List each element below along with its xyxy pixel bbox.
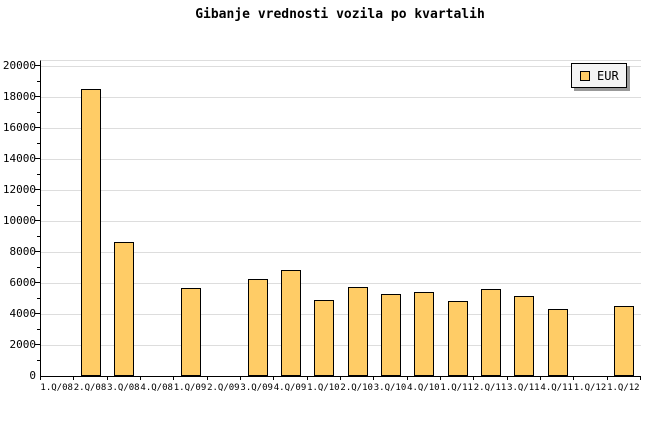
y-tick <box>37 328 40 330</box>
x-tick <box>206 376 208 380</box>
x-tick <box>540 376 541 380</box>
x-tick-label: 1.Q/11 <box>440 383 473 393</box>
y-tick <box>35 158 40 159</box>
y-tick <box>35 96 40 97</box>
gridline <box>41 159 641 160</box>
y-tick <box>37 142 40 144</box>
bar <box>547 309 568 376</box>
y-tick-label: 4000 <box>9 307 37 320</box>
x-tick <box>406 376 408 380</box>
y-tick <box>35 65 40 66</box>
y-tick <box>35 344 40 345</box>
x-tick-label: 4.Q/10 <box>407 383 440 393</box>
x-tick-label: 3.Q/11 <box>507 383 540 393</box>
legend-swatch-icon <box>580 70 590 81</box>
chart-title: Gibanje vrednosti vozila po kvartalih <box>195 7 485 22</box>
gridline <box>41 283 641 284</box>
y-tick <box>37 359 40 361</box>
y-tick <box>35 189 40 190</box>
y-tick-label: 6000 <box>9 276 37 289</box>
bar <box>414 291 435 376</box>
bar <box>314 300 335 376</box>
x-tick-label: 1.Q/12 <box>607 383 640 393</box>
y-tick-label: 8000 <box>9 245 37 258</box>
y-tick-label: 18000 <box>2 90 36 103</box>
x-tick-label: 2.Q/08 <box>73 383 107 393</box>
y-tick <box>35 282 40 283</box>
x-tick <box>106 376 108 380</box>
gridline <box>41 66 641 67</box>
bar <box>614 306 635 376</box>
bar <box>114 241 135 376</box>
y-tick-label: 0 <box>29 369 36 382</box>
x-tick <box>506 376 508 380</box>
y-tick <box>35 313 40 314</box>
plot-area <box>40 60 641 377</box>
x-tick-label: 3.Q/09 <box>240 383 273 393</box>
bar <box>181 288 201 376</box>
bar <box>481 289 501 376</box>
x-tick <box>273 376 275 380</box>
legend: EUR <box>571 63 627 88</box>
y-tick-label: 2000 <box>9 338 37 351</box>
x-tick <box>473 376 475 380</box>
y-tick <box>37 266 40 268</box>
x-tick-label: 4.Q/11 <box>540 383 573 393</box>
x-tick <box>306 376 308 380</box>
x-tick <box>340 376 341 380</box>
x-tick-label: 1.Q/10 <box>307 383 340 393</box>
gridline <box>41 314 641 315</box>
gridline <box>41 345 641 346</box>
bar <box>381 293 401 376</box>
x-tick <box>606 376 608 380</box>
x-tick-label: 3.Q/08 <box>107 383 140 393</box>
x-tick <box>40 376 41 380</box>
x-tick-label: 2.Q/11 <box>473 383 507 393</box>
y-tick <box>37 111 40 113</box>
y-tick <box>37 80 40 82</box>
y-tick-label: 14000 <box>2 152 36 165</box>
y-tick <box>37 173 40 175</box>
x-tick <box>373 376 375 380</box>
x-tick <box>73 376 75 380</box>
x-tick-label: 2.Q/10 <box>340 383 373 393</box>
bar <box>247 279 268 376</box>
x-tick-label: 1.Q/12 <box>573 383 607 393</box>
x-tick-label: 1.Q/08 <box>40 383 73 393</box>
bar <box>514 296 535 376</box>
gridline <box>41 252 641 253</box>
x-tick-label: 3.Q/10 <box>373 383 407 393</box>
y-tick-label: 20000 <box>2 59 36 72</box>
x-tick <box>573 376 575 380</box>
x-tick <box>440 376 441 380</box>
x-tick-label: 4.Q/08 <box>140 383 173 393</box>
y-tick <box>37 235 40 237</box>
bar <box>347 286 368 376</box>
x-tick <box>640 376 641 380</box>
x-tick <box>140 376 141 380</box>
bar <box>447 300 468 376</box>
y-tick <box>37 204 40 206</box>
x-tick-label: 1.Q/09 <box>173 383 207 393</box>
bar <box>281 269 301 376</box>
legend-label: EUR <box>597 68 619 83</box>
y-tick-label: 16000 <box>2 121 36 134</box>
x-tick <box>240 376 241 380</box>
gridline <box>41 97 641 98</box>
y-tick-label: 10000 <box>2 214 36 227</box>
y-tick <box>35 251 40 252</box>
x-tick-label: 4.Q/09 <box>273 383 307 393</box>
y-tick <box>35 127 40 128</box>
gridline <box>41 221 641 222</box>
y-tick-label: 12000 <box>2 183 36 196</box>
y-tick <box>35 220 40 221</box>
gridline <box>41 190 641 191</box>
bar <box>81 89 101 376</box>
x-tick-label: 2.Q/09 <box>207 383 240 393</box>
gridline <box>41 128 641 129</box>
y-tick <box>37 297 40 299</box>
x-tick <box>173 376 175 380</box>
